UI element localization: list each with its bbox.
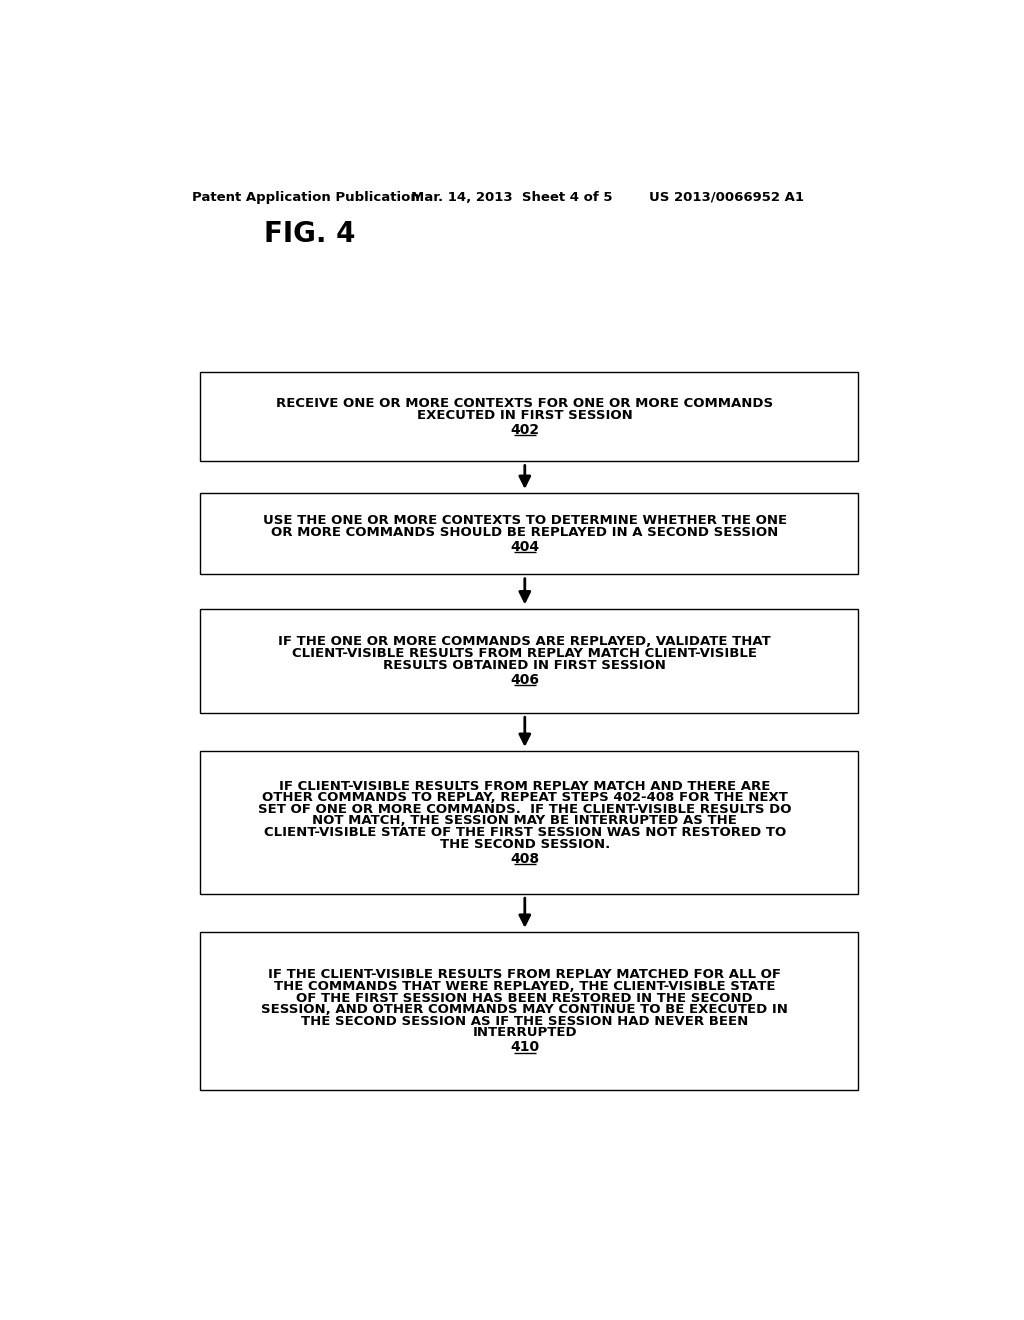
- Text: IF CLIENT-VISIBLE RESULTS FROM REPLAY MATCH AND THERE ARE: IF CLIENT-VISIBLE RESULTS FROM REPLAY MA…: [280, 780, 770, 793]
- Text: EXECUTED IN FIRST SESSION: EXECUTED IN FIRST SESSION: [417, 409, 633, 421]
- Text: OTHER COMMANDS TO REPLAY, REPEAT STEPS 402-408 FOR THE NEXT: OTHER COMMANDS TO REPLAY, REPEAT STEPS 4…: [262, 792, 787, 804]
- Text: OR MORE COMMANDS SHOULD BE REPLAYED IN A SECOND SESSION: OR MORE COMMANDS SHOULD BE REPLAYED IN A…: [271, 525, 778, 539]
- Bar: [200, 751, 858, 894]
- Bar: [200, 609, 858, 713]
- Text: IF THE ONE OR MORE COMMANDS ARE REPLAYED, VALIDATE THAT: IF THE ONE OR MORE COMMANDS ARE REPLAYED…: [279, 635, 771, 648]
- Text: 410: 410: [510, 1040, 540, 1055]
- Text: Mar. 14, 2013  Sheet 4 of 5: Mar. 14, 2013 Sheet 4 of 5: [411, 191, 612, 203]
- Text: 406: 406: [510, 673, 540, 686]
- Text: NOT MATCH, THE SESSION MAY BE INTERRUPTED AS THE: NOT MATCH, THE SESSION MAY BE INTERRUPTE…: [312, 814, 737, 828]
- Bar: [200, 932, 858, 1090]
- Text: INTERRUPTED: INTERRUPTED: [472, 1026, 578, 1039]
- Text: US 2013/0066952 A1: US 2013/0066952 A1: [649, 191, 804, 203]
- Text: IF THE CLIENT-VISIBLE RESULTS FROM REPLAY MATCHED FOR ALL OF: IF THE CLIENT-VISIBLE RESULTS FROM REPLA…: [268, 969, 781, 982]
- Text: THE COMMANDS THAT WERE REPLAYED, THE CLIENT-VISIBLE STATE: THE COMMANDS THAT WERE REPLAYED, THE CLI…: [274, 979, 775, 993]
- Text: THE SECOND SESSION AS IF THE SESSION HAD NEVER BEEN: THE SECOND SESSION AS IF THE SESSION HAD…: [301, 1015, 749, 1028]
- Text: SESSION, AND OTHER COMMANDS MAY CONTINUE TO BE EXECUTED IN: SESSION, AND OTHER COMMANDS MAY CONTINUE…: [261, 1003, 788, 1016]
- Text: RESULTS OBTAINED IN FIRST SESSION: RESULTS OBTAINED IN FIRST SESSION: [383, 659, 667, 672]
- Text: THE SECOND SESSION.: THE SECOND SESSION.: [439, 838, 610, 850]
- Text: CLIENT-VISIBLE STATE OF THE FIRST SESSION WAS NOT RESTORED TO: CLIENT-VISIBLE STATE OF THE FIRST SESSIO…: [263, 826, 786, 840]
- Text: USE THE ONE OR MORE CONTEXTS TO DETERMINE WHETHER THE ONE: USE THE ONE OR MORE CONTEXTS TO DETERMIN…: [263, 515, 786, 527]
- Text: 404: 404: [510, 540, 540, 554]
- Bar: [200, 494, 858, 574]
- Text: 402: 402: [510, 422, 540, 437]
- Text: CLIENT-VISIBLE RESULTS FROM REPLAY MATCH CLIENT-VISIBLE: CLIENT-VISIBLE RESULTS FROM REPLAY MATCH…: [292, 647, 758, 660]
- Bar: [200, 372, 858, 461]
- Text: FIG. 4: FIG. 4: [263, 220, 355, 248]
- Text: 408: 408: [510, 851, 540, 866]
- Text: SET OF ONE OR MORE COMMANDS.  IF THE CLIENT-VISIBLE RESULTS DO: SET OF ONE OR MORE COMMANDS. IF THE CLIE…: [258, 803, 792, 816]
- Text: OF THE FIRST SESSION HAS BEEN RESTORED IN THE SECOND: OF THE FIRST SESSION HAS BEEN RESTORED I…: [297, 991, 753, 1005]
- Text: RECEIVE ONE OR MORE CONTEXTS FOR ONE OR MORE COMMANDS: RECEIVE ONE OR MORE CONTEXTS FOR ONE OR …: [276, 397, 773, 411]
- Text: Patent Application Publication: Patent Application Publication: [193, 191, 420, 203]
